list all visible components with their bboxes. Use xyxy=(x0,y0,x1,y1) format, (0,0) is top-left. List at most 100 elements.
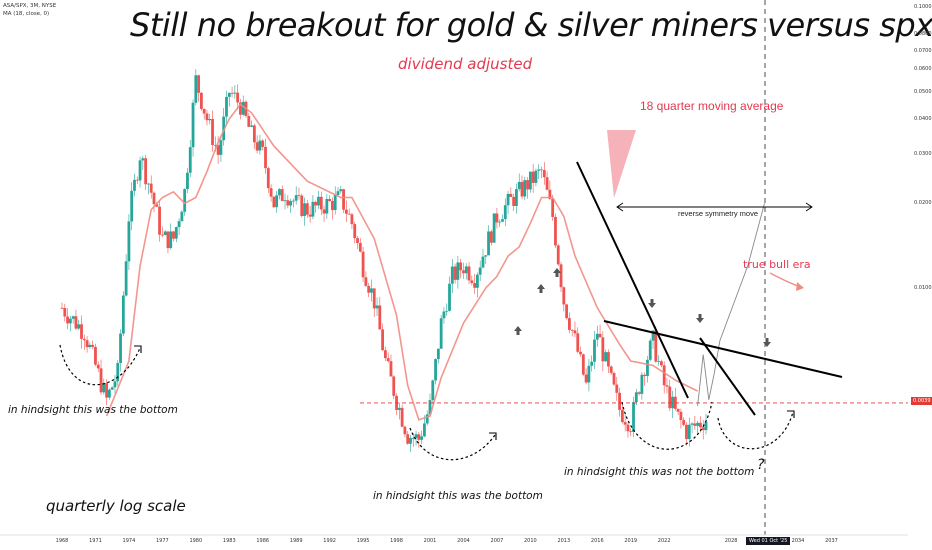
candle-body xyxy=(116,362,120,382)
candle-body xyxy=(579,351,582,355)
candle-body xyxy=(690,423,694,425)
candle-body xyxy=(269,188,273,197)
candle-body xyxy=(626,424,630,432)
candle-body xyxy=(562,287,566,305)
candle-body xyxy=(431,380,435,401)
candle-body xyxy=(264,146,267,169)
arrow-up-icon xyxy=(514,326,522,335)
trendline-long xyxy=(603,320,843,378)
candle-body xyxy=(414,434,418,438)
candle-body xyxy=(336,191,340,195)
candle-body xyxy=(208,118,212,121)
candle-body xyxy=(82,338,86,341)
candle-body xyxy=(350,214,354,225)
candle-body xyxy=(314,201,318,206)
candle-body xyxy=(91,344,95,347)
candle-body xyxy=(370,288,373,293)
candle-body xyxy=(105,383,109,398)
candle-body xyxy=(609,366,613,373)
candle-body xyxy=(439,318,443,349)
candle-body xyxy=(406,434,410,444)
candle-body xyxy=(671,396,674,409)
candle-body xyxy=(554,216,557,246)
curve-arrowheads xyxy=(134,345,795,440)
candle-body xyxy=(676,408,680,412)
candle-body xyxy=(531,171,535,183)
candle-body xyxy=(704,421,708,431)
candle-body xyxy=(361,251,365,278)
y-tick-label: 0.0500 xyxy=(914,88,932,95)
candle-body xyxy=(94,346,97,365)
candle-body xyxy=(386,358,390,362)
current-price-badge: 0.0039 xyxy=(911,397,932,405)
candle-body xyxy=(286,200,290,206)
x-tick-label: 2022 xyxy=(657,538,671,544)
candle-body xyxy=(520,181,524,197)
candle-body xyxy=(537,169,541,171)
candle-body xyxy=(60,307,64,309)
arrow-down-icon xyxy=(696,314,704,323)
candle-body xyxy=(152,192,156,205)
candle-body xyxy=(85,340,89,348)
candle-body xyxy=(119,333,122,363)
candle-body xyxy=(239,102,242,115)
candle-body xyxy=(113,381,117,388)
candle-body xyxy=(378,305,382,330)
candle-body xyxy=(545,177,549,190)
candle-body xyxy=(319,196,323,210)
candle-body xyxy=(662,365,666,386)
symmetry-arrow xyxy=(616,202,813,212)
x-tick-label: 1992 xyxy=(323,538,336,544)
candle-body xyxy=(646,359,649,377)
candle-body xyxy=(342,189,345,210)
candle-body xyxy=(618,392,621,410)
candle-body xyxy=(470,280,474,284)
candle-body xyxy=(576,333,580,352)
indicator-label: MA (18, close, 0) xyxy=(3,11,50,17)
candle-body xyxy=(219,140,223,155)
candle-body xyxy=(556,245,560,265)
candle-body xyxy=(515,189,518,207)
candle-body xyxy=(423,423,426,437)
candle-body xyxy=(400,407,404,427)
candle-body xyxy=(492,213,496,243)
candle-body xyxy=(559,264,563,288)
candle-body xyxy=(397,407,401,410)
candle-body xyxy=(651,330,655,341)
arrow-up-icon xyxy=(553,268,561,277)
hindsight-left-annotation: in hindsight this was the bottom xyxy=(8,404,178,416)
candle-body xyxy=(682,420,686,425)
candle-body xyxy=(356,238,359,243)
candle-body xyxy=(188,147,192,173)
x-tick-label: 2010 xyxy=(523,538,537,544)
x-tick-label: 2001 xyxy=(423,538,437,544)
candle-body xyxy=(487,231,490,256)
candle-body xyxy=(436,348,440,360)
candle-body xyxy=(230,92,234,94)
candle-body xyxy=(573,330,577,334)
candle-body xyxy=(498,221,502,223)
candle-body xyxy=(489,231,493,243)
y-tick-label: 0.0200 xyxy=(914,200,932,207)
projection-line xyxy=(697,203,765,407)
x-tick-label: 1980 xyxy=(189,538,203,544)
candle-body xyxy=(247,115,251,127)
candle-body xyxy=(595,333,599,340)
candle-body xyxy=(459,262,463,271)
candle-body xyxy=(428,400,432,415)
x-tick-label: 1986 xyxy=(256,538,270,544)
x-tick-label: 2034 xyxy=(791,538,805,544)
candle-body xyxy=(163,231,167,236)
candle-body xyxy=(300,195,304,216)
candle-body xyxy=(587,365,591,383)
true-bull-arrow xyxy=(769,272,801,288)
candle-body xyxy=(495,213,499,223)
candle-body xyxy=(233,92,237,94)
candle-body xyxy=(448,283,451,311)
candle-body xyxy=(643,374,647,377)
candle-body xyxy=(199,92,203,109)
candle-body xyxy=(484,255,488,257)
hindsight-right-annotation: in hindsight this was not the bottom xyxy=(564,466,755,478)
candle-body xyxy=(364,277,368,286)
candle-body xyxy=(581,354,585,375)
